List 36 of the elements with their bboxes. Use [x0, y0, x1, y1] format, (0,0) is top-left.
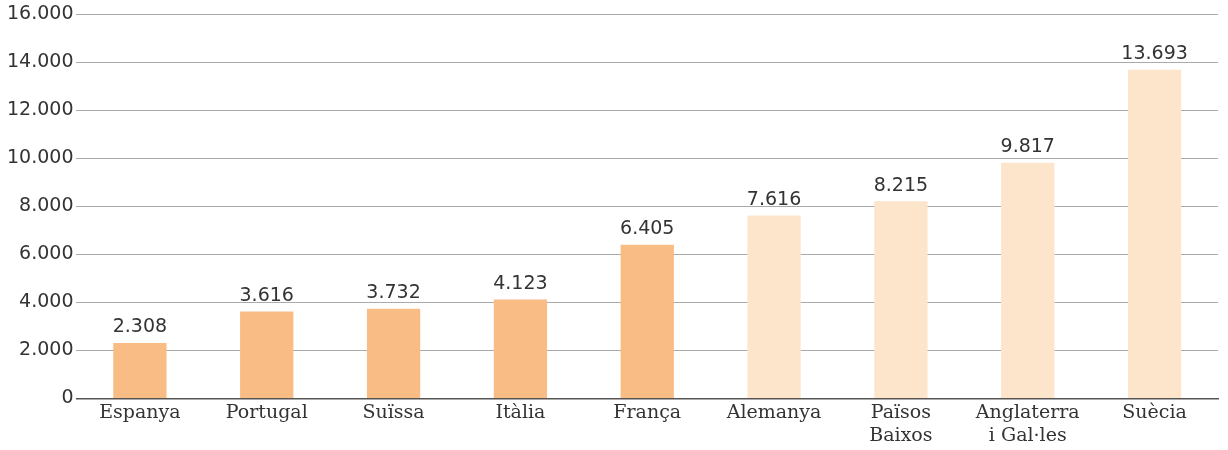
bar — [366, 308, 421, 398]
x-tick-label: Itàlia — [495, 399, 546, 422]
x-tick-label: Anglaterra i Gal·les — [974, 399, 1080, 445]
bar — [874, 201, 928, 398]
x-tick-label: França — [613, 399, 682, 422]
bar — [240, 311, 294, 398]
data-label: 6.405 — [620, 216, 675, 239]
bar — [493, 299, 548, 398]
bar — [1001, 162, 1055, 398]
x-tick-label: Països Baixos — [869, 399, 933, 445]
x-tick-label: Suïssa — [362, 399, 425, 422]
data-label: 9.817 — [1000, 134, 1055, 157]
y-tick-label: 12.000 — [7, 97, 74, 120]
y-tick-label: 2.000 — [19, 337, 74, 360]
bar — [620, 244, 674, 398]
y-tick-label: 10.000 — [7, 145, 74, 168]
bar — [113, 343, 167, 398]
data-label: 3.616 — [239, 283, 294, 306]
y-tick-label: 6.000 — [19, 241, 74, 264]
data-label: 7.616 — [746, 187, 802, 210]
y-tick-label: 0 — [61, 385, 74, 408]
y-tick-label: 4.000 — [19, 289, 74, 312]
x-tick-label: Suècia — [1122, 399, 1187, 422]
bar — [747, 215, 801, 398]
x-tick-label: Alemanya — [725, 399, 822, 422]
x-tick-label: Portugal — [225, 399, 308, 422]
y-tick-label: 14.000 — [7, 49, 74, 72]
bar — [1127, 69, 1182, 398]
data-label: 13.693 — [1121, 41, 1188, 64]
data-label: 3.732 — [366, 280, 421, 303]
data-label: 2.308 — [112, 314, 168, 337]
data-label: 4.123 — [493, 270, 548, 293]
y-tick-label: 16.000 — [7, 1, 74, 24]
data-label: 8.215 — [873, 172, 929, 195]
x-tick-label: Espanya — [99, 399, 181, 422]
y-tick-label: 8.000 — [19, 193, 74, 216]
